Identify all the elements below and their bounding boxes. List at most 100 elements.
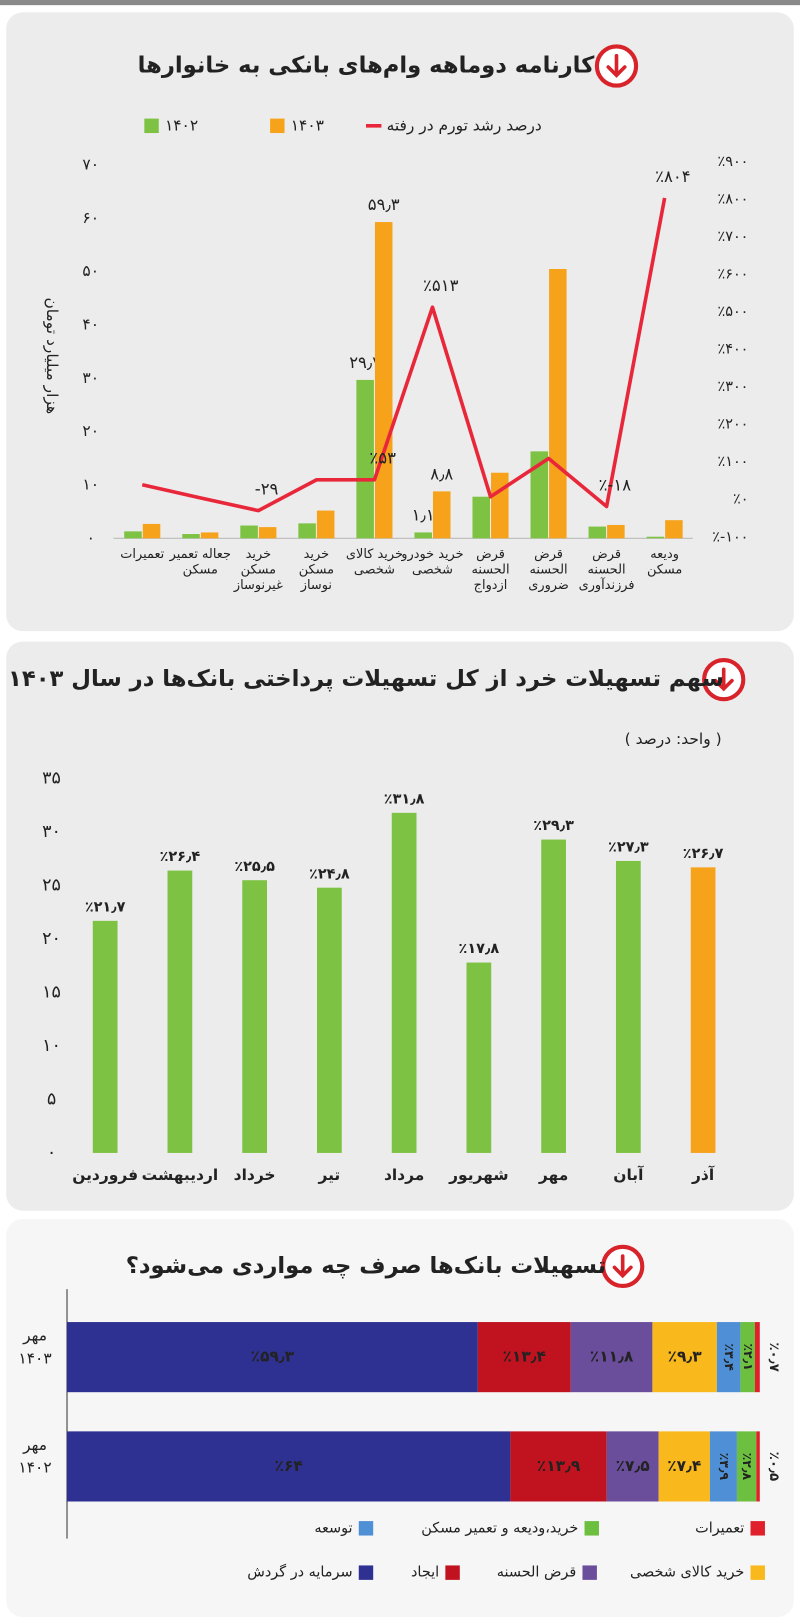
bar [200,532,219,539]
x-tick-label-box: خرید مسکن نوساز [299,546,334,592]
bar [491,472,509,539]
x-tick-label-box: ودیعه مسکن [646,545,683,577]
bar [530,451,549,539]
legend-swatch [750,1565,765,1580]
bar-segment [477,1322,571,1393]
y2-tick-label: ٪۶۰۰ [717,267,748,283]
data-label: ٪۳۱٫۸ [384,791,425,807]
bar [432,491,451,539]
data-label: ٪۱۳٫۹ [537,1457,581,1475]
bar [472,496,490,539]
bar [374,222,393,539]
y-tick-label: ۵ [47,1089,56,1109]
data-label: ٪۷٫۵ [616,1457,650,1475]
legend-swatch [582,1565,597,1580]
y-tick-label: ۳۰ [82,369,99,387]
x-tick-label: ودیعه مسکن [646,545,683,577]
x-tick-label-box: تعمیرات [120,546,164,561]
legend-swatch [358,1565,374,1580]
legend-label: ایجاد [411,1565,439,1581]
x-tick-label: قرض الحسنه ازدواج [471,545,510,592]
bar-segment [570,1322,653,1393]
data-label: ٪۲۵٫۵ [234,859,275,875]
bar-segment [67,1322,478,1393]
data-label: ۸٫۸ [430,464,453,483]
data-label: ٪۲۹٫۳ [533,818,574,834]
x-tick-label: خرید کالای شخصی [345,545,403,577]
x-tick-label: تیر [318,1166,341,1184]
legend-label: درصد رشد تورم در رفته [387,116,542,134]
y-tick-label: مهر ۱۴۰۲ [18,1435,52,1477]
legend-label: قرض الحسنه [497,1565,577,1581]
bar [391,812,417,1153]
x-tick-label-box: خرید کالای شخصی [345,545,403,577]
data-label: ۱٫۱ [412,505,435,524]
y-tick-label: ۰ [47,1143,56,1163]
panel-3 [6,1218,794,1617]
section-icon [601,1244,645,1289]
data-label: ۲۹٫۷ [349,353,381,372]
y2-tick-label: ٪۹۰۰ [717,154,748,170]
data-label: ٪۲۴٫۸ [309,866,350,882]
x-tick-label: اردیبهشت [142,1166,219,1184]
section-icon [594,44,639,88]
section-icon [702,657,746,702]
data-label: ٪۵۳ [369,449,396,468]
x-tick-label: خرید خودرو شخصی [401,545,464,577]
data-label: ٪۲۷٫۳ [608,840,649,856]
chart-title: تسهیلات بانک‌ها صرف چه مواردی می‌شود؟ [126,1253,606,1279]
legend-swatch [144,118,159,134]
bar-segment [709,1431,737,1502]
data-label: ٪۹٫۳ [668,1348,703,1366]
legend-label: تعمیرات [695,1520,744,1536]
data-label: ٪۱۱٫۸ [590,1348,634,1366]
y2-tick-label: ٪۳۰۰ [717,379,748,395]
legend-label: خرید کالای شخصی [630,1565,744,1581]
y-tick-label: ۲۵ [42,876,61,896]
x-tick-label: آبان [613,1165,644,1184]
data-label: ٪۶۴ [275,1457,303,1475]
data-label: ٪۲۶٫۷ [683,846,724,862]
bar-segment [756,1431,760,1502]
y-tick-label-box: مهر ۱۴۰۲ [18,1435,52,1477]
data-label: ٪۲۶٫۴ [160,849,201,865]
bar [607,524,625,539]
y-tick-label: ۱۰ [82,475,99,493]
y-tick-label-box: مهر ۱۴۰۳ [18,1326,52,1368]
bar [298,523,316,539]
y2-tick-label: ٪-۱۰۰ [712,529,748,545]
x-tick-label: شهریور [448,1166,508,1184]
bar [588,526,607,539]
bar [182,534,200,539]
y-tick-label: ۵۰ [82,262,99,280]
bar [142,523,161,539]
bar [549,268,567,539]
y-tick-label: مهر ۱۴۰۳ [18,1326,52,1368]
bar-segment [740,1322,755,1393]
x-tick-label: جعاله تعمیر مسکن [169,545,231,577]
y2-tick-label: ٪۲۰۰ [717,417,748,433]
y-tick-label: ۳۵ [42,769,61,789]
legend-swatch [270,118,285,134]
data-label: ٪۱۷٫۸ [459,941,500,957]
chart-title: کارنامه دوماهه وام‌های بانکی به خانوارها [138,52,596,78]
x-tick-label-box: جعاله تعمیر مسکن [169,545,231,577]
x-tick-label-box: خرید مسکن غیرنوساز [234,546,283,592]
y2-tick-label: ٪۱۰۰ [717,454,748,470]
x-tick-label-box: قرض الحسنه فرزندآوری [579,546,635,592]
data-label: -۲۹ [255,480,279,499]
bar-segment [652,1322,717,1393]
y-tick-label: ۷۰ [82,155,99,173]
bar [414,532,432,539]
data-label: ٪۷٫۴ [667,1457,701,1475]
legend-swatch [584,1521,599,1536]
bar-segment [754,1322,760,1393]
y-tick-label: ۱۰ [42,1036,61,1056]
legend-label: توسعه [314,1520,352,1536]
bar [541,839,566,1153]
bar [242,880,268,1153]
bar [240,525,258,539]
data-label: ٪۰٫۷ [766,1342,781,1372]
bar-segment [658,1431,710,1502]
